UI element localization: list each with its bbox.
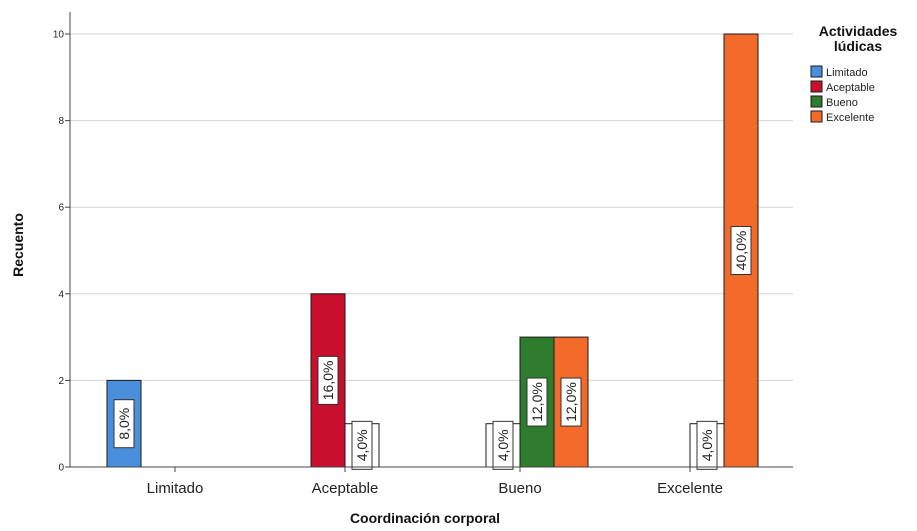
bar-label: 4,0% <box>351 420 373 470</box>
bar-label: 8,0% <box>113 399 135 449</box>
bar-label-box <box>560 377 582 427</box>
bar-label-text: 4,0% <box>699 429 715 461</box>
bar-label-box <box>317 355 339 405</box>
bar-label-box <box>113 399 135 449</box>
bar-label-text: 40,0% <box>733 231 749 271</box>
x-category-label: Excelente <box>657 480 723 497</box>
bars <box>106 33 759 468</box>
bar-label: 40,0% <box>730 226 752 275</box>
bar-label-text: 8,0% <box>116 408 132 440</box>
y-axis-title: Recuento <box>10 213 26 277</box>
legend-items: Limitado Aceptable Bueno Excelente <box>810 65 875 124</box>
bar-label-text: 4,0% <box>354 429 370 461</box>
y-tick-label: 4 <box>58 289 64 300</box>
legend-swatch-excelente <box>810 110 823 123</box>
y-tick-label: 0 <box>58 463 64 474</box>
legend-label-bueno: Bueno <box>826 97 858 109</box>
bar-label: 16,0% <box>317 355 339 405</box>
bar-bueno-excelente <box>553 336 589 468</box>
legend-swatch-limitado <box>810 65 823 78</box>
bar-label-text: 4,0% <box>495 429 511 461</box>
legend-swatch-bueno <box>810 95 823 108</box>
bar-label: 12,0% <box>526 377 548 427</box>
bar-labels: 8,0% 16,0% 4,0% 4,0% 12,0% 12,0% 4,0% 40,0% <box>113 226 752 470</box>
bar-label-text: 16,0% <box>320 361 336 401</box>
y-axis-ticks: 0 2 4 6 8 10 <box>53 30 70 474</box>
bar-label-box <box>696 420 718 470</box>
axes <box>69 12 793 468</box>
x-axis-title: Coordinación corporal <box>350 510 500 526</box>
y-tick-label: 6 <box>58 203 64 214</box>
legend: Actividades lúdicas Limitado Aceptable Bue… <box>810 23 898 124</box>
y-tick-label: 8 <box>58 116 64 127</box>
bar-label-box <box>526 377 548 427</box>
bar-label-box <box>351 420 373 470</box>
x-axis-categories: Limitado Aceptable Bueno Excelente <box>147 467 723 497</box>
x-category-label: Aceptable <box>312 480 379 497</box>
bar-label-text: 12,0% <box>529 382 545 422</box>
gridlines <box>70 33 793 381</box>
x-category-label: Limitado <box>147 480 204 497</box>
bar-label-text: 12,0% <box>563 382 579 422</box>
bar-label-box <box>492 420 514 470</box>
legend-label-aceptable: Aceptable <box>826 82 875 94</box>
legend-label-limitado: Limitado <box>826 67 868 79</box>
legend-title-line-1: Actividades <box>819 23 898 39</box>
legend-swatch-aceptable <box>810 80 823 93</box>
legend-title-line-2: lúdicas <box>834 38 882 54</box>
y-tick-label: 2 <box>58 376 64 387</box>
x-category-label: Bueno <box>498 480 541 497</box>
y-tick-label: 10 <box>53 30 65 41</box>
bar-label: 4,0% <box>492 420 514 470</box>
bar-label-box <box>730 226 752 275</box>
bar-label: 12,0% <box>560 377 582 427</box>
bar-label: 4,0% <box>696 420 718 470</box>
legend-label-excelente: Excelente <box>826 112 874 124</box>
